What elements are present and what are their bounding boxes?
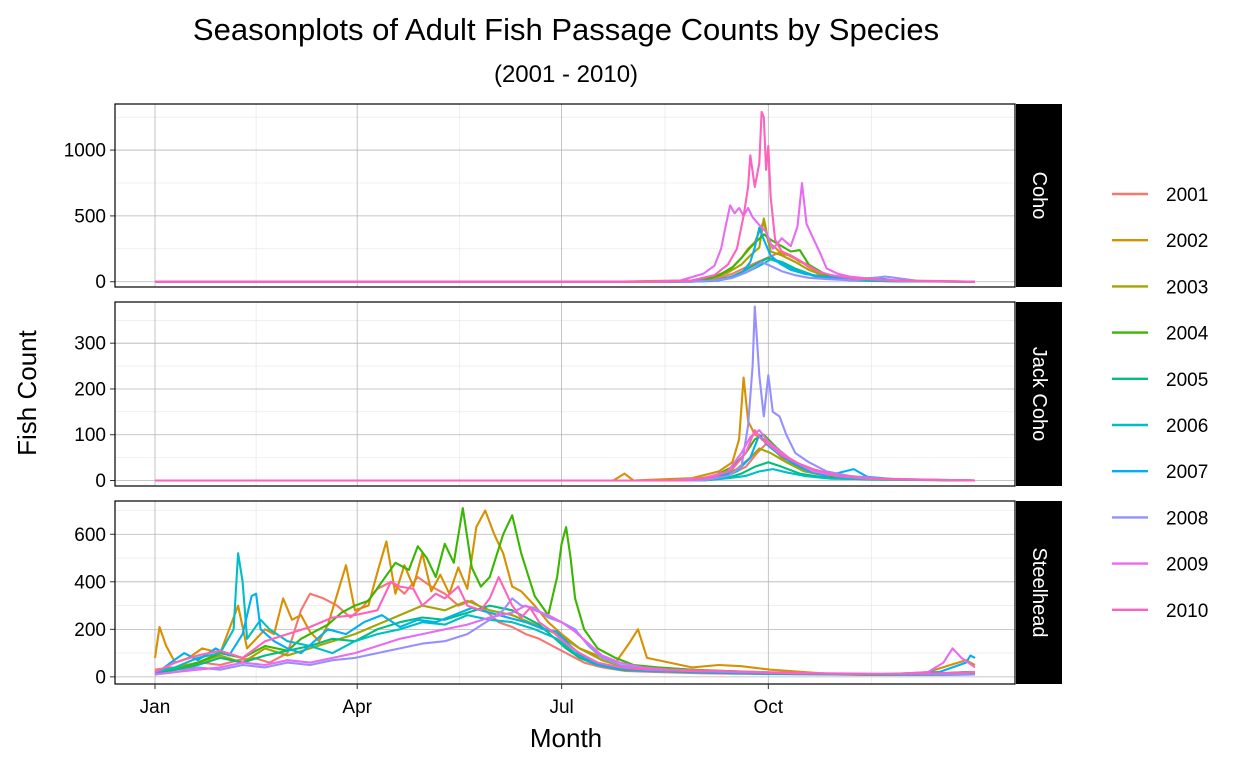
series-line-2007 [154,592,976,676]
series-line-2002 [153,509,976,677]
legend-item-2005: 2005 [1112,370,1208,391]
panel-steelhead: 0 200 400 600 Steelhead [74,500,1062,688]
panel-jack-coho: 0 100 200 300 Jack Coho [74,301,1062,492]
facet-strip-label: Jack Coho [1028,347,1050,442]
legend-label: 2003 [1166,277,1208,298]
chart-subtitle: (2001 - 2010) [494,61,638,88]
y-tick-label: 100 [74,425,106,446]
facet-strip [1016,302,1062,486]
panel-background [115,104,1015,287]
series-line-2006 [155,468,976,482]
series-line-2007 [155,433,976,482]
legend-label: 2007 [1166,462,1208,483]
panel-border [114,103,1016,288]
y-tick-label: 600 [74,525,106,546]
series-line-2010 [155,429,976,482]
series-line-2010 [154,576,976,676]
x-tick-label: Apr [342,697,372,718]
panel-border [114,301,1016,487]
legend-label: 2002 [1166,231,1208,252]
y-tick-label: 0 [95,667,106,688]
panel-background [115,302,1015,486]
y-tick-label: 0 [95,272,106,293]
legend-label: 2009 [1166,555,1208,576]
x-tick-label: Oct [754,697,784,718]
x-axis-title: Month [530,723,602,753]
x-tick-label: Jan [140,697,171,718]
legend: 2001 2002 2003 2004 2005 2006 2007 2008 2009 2010 [1112,185,1209,622]
facet-strip-label: Steelhead [1028,547,1050,637]
facet-panels: 0 500 1000 Coho 0 100 200 300 Jack Coho 0 200 400 60… [64,103,1062,688]
legend-label: 2004 [1166,324,1209,345]
legend-item-2010: 2010 [1112,601,1208,622]
panel-coho: 0 500 1000 Coho [64,103,1062,293]
y-tick-label: 1000 [64,141,106,162]
facet-strip [1016,501,1062,684]
facet-strip [1016,104,1062,287]
legend-item-2006: 2006 [1112,416,1208,437]
legend-label: 2010 [1166,601,1208,622]
y-tick-label: 400 [74,572,106,593]
legend-label: 2001 [1166,185,1208,206]
legend-item-2001: 2001 [1112,185,1208,206]
x-tick-label: Jul [549,697,573,718]
legend-label: 2005 [1166,370,1208,391]
legend-item-2007: 2007 [1112,462,1208,483]
series-line-2009 [155,181,976,283]
y-tick-label: 200 [74,620,106,641]
chart-title: Seasonplots of Adult Fish Passage Counts… [193,12,939,47]
x-axis: Jan Apr Jul Oct [140,684,784,718]
legend-label: 2006 [1166,416,1208,437]
y-tick-label: 500 [74,206,106,227]
legend-item-2009: 2009 [1112,555,1208,576]
facet-strip-label: Coho [1028,172,1050,220]
legend-item-2002: 2002 [1112,231,1208,252]
y-tick-label: 0 [95,471,106,492]
legend-item-2004: 2004 [1112,324,1209,345]
y-tick-label: 300 [74,334,106,355]
panel-border [114,500,1016,685]
y-tick-label: 200 [74,379,106,400]
legend-label: 2008 [1166,508,1208,529]
y-axis-title: Fish Count [12,329,42,455]
legend-item-2008: 2008 [1112,508,1208,529]
legend-item-2003: 2003 [1112,277,1208,298]
series-line-2008 [155,305,976,482]
series-line-2010 [155,110,976,283]
